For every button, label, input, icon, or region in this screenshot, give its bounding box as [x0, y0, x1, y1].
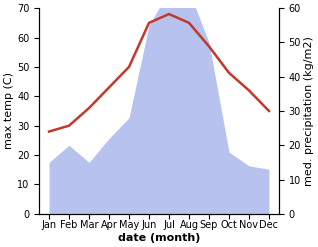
Y-axis label: max temp (C): max temp (C)	[4, 72, 14, 149]
Y-axis label: med. precipitation (kg/m2): med. precipitation (kg/m2)	[304, 36, 314, 186]
X-axis label: date (month): date (month)	[118, 233, 200, 243]
